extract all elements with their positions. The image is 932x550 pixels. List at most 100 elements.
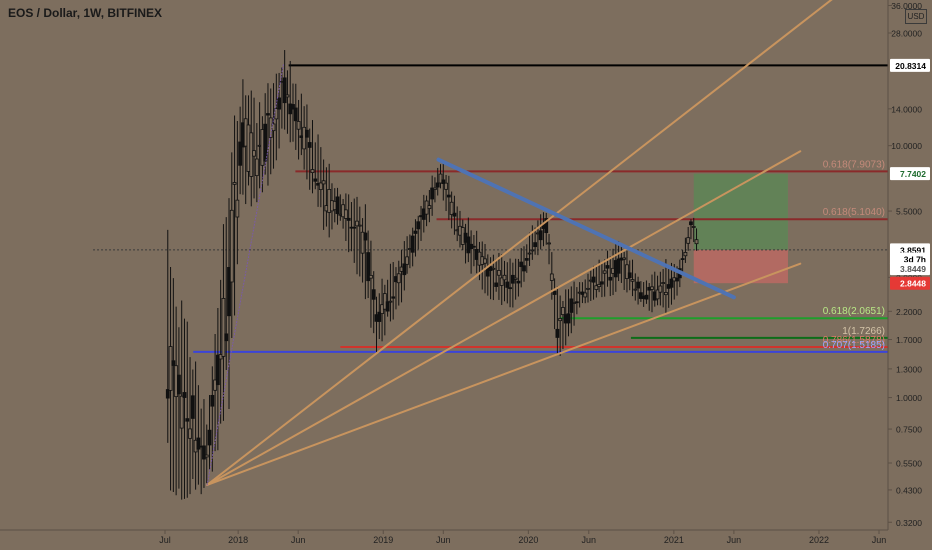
candle-body (227, 267, 231, 317)
price-badge-label: 20.8314 (895, 61, 926, 71)
candle-body (366, 252, 371, 282)
y-tick-label: 0.4300 (896, 485, 922, 495)
candle-body (516, 280, 521, 284)
x-axis: Jul 2018 Jun 2019 Jun 2020 Jun 2021 Jun 2022 Jun (0, 529, 888, 545)
x-tick-label: Jun (291, 535, 306, 545)
candle-body (555, 328, 560, 338)
candle-body (305, 129, 309, 138)
candle-body (505, 281, 510, 288)
candle-body (508, 287, 512, 290)
y-tick-label: 0.3200 (896, 518, 922, 528)
candle-body (446, 194, 451, 198)
y-tick-label: 10.0000 (891, 141, 922, 151)
candle-body (538, 230, 543, 241)
candle-body (519, 261, 524, 268)
candle-body (435, 182, 440, 188)
candle-body (444, 182, 448, 190)
price-badge-label: 3.8449 (900, 264, 926, 274)
candle-body (530, 249, 535, 252)
horizontal-levels (93, 64, 888, 353)
candle-body (410, 235, 415, 253)
fib-label: 1(1.7266) (842, 326, 885, 337)
candle-body (686, 237, 691, 244)
candle-body (238, 141, 243, 166)
candle-body (188, 428, 192, 439)
fib-label: 0.707(1.5185) (823, 340, 885, 351)
candle-body (630, 279, 635, 282)
candle-body (574, 301, 579, 304)
y-tick-label: 0.5500 (896, 459, 922, 469)
price-badge (890, 58, 930, 72)
candle-body (499, 277, 504, 286)
candle-body (694, 239, 699, 245)
candle-body (335, 196, 340, 215)
candle-body (357, 224, 362, 227)
candle-body (438, 173, 443, 184)
candle-body (655, 289, 660, 300)
candle-body (310, 169, 315, 173)
candle-body (527, 252, 532, 255)
position-zones (693, 173, 788, 284)
fib-labels: 0.618(7.9073) 0.618(5.1040) 0.618(2.0651) 1… (823, 159, 885, 351)
candle-body (494, 282, 499, 287)
candle-body (171, 360, 176, 366)
candle-body (441, 179, 446, 184)
candle-body (215, 354, 220, 386)
candle-body (566, 313, 571, 324)
target-zone (693, 173, 788, 250)
price-badge (890, 262, 930, 276)
stop-zone (693, 249, 788, 284)
candle-body (232, 182, 237, 185)
candle-body (605, 265, 610, 269)
candle-body (691, 226, 696, 228)
candle-body (254, 158, 259, 177)
candle-body (600, 281, 604, 285)
y-tick-label: 1.3000 (896, 364, 922, 374)
candle-body (622, 257, 627, 260)
price-badge (890, 167, 930, 181)
candle-body (371, 289, 376, 300)
candle-body (318, 182, 323, 190)
candle-body (221, 298, 226, 357)
candle-body (355, 220, 359, 227)
candle-body (402, 263, 407, 276)
candle-body (210, 394, 215, 407)
candle-body (179, 395, 184, 429)
candle-body (321, 180, 326, 185)
candle-body (360, 231, 365, 254)
y-tick-label: 2.2000 (896, 307, 922, 317)
candle-body (204, 454, 209, 458)
fib-label: 0.618(5.1040) (823, 207, 885, 218)
candle-body (427, 205, 432, 209)
candle-body (591, 276, 596, 283)
y-tick-label: 1.0000 (896, 393, 922, 403)
candle-body (263, 123, 268, 162)
trend-line (206, 150, 802, 486)
candle-body (266, 113, 270, 116)
candle-body (471, 245, 476, 248)
currency-button[interactable]: USD (905, 9, 927, 24)
candle-body (513, 277, 518, 280)
candle-body (650, 286, 654, 290)
price-badge (890, 276, 930, 290)
candle-body (285, 94, 290, 98)
candlesticks (165, 50, 699, 500)
candle-body (274, 108, 279, 120)
candle-body (235, 199, 240, 218)
x-tick-label: Jun (582, 535, 597, 545)
candle-body (302, 126, 307, 150)
candle-body (627, 272, 632, 279)
y-tick-label: 36.0000 (891, 1, 922, 11)
candle-body (363, 232, 368, 241)
fib-label: 0.618(2.0651) (823, 306, 885, 317)
fib-label: 0.786(1.5878) (823, 335, 885, 346)
x-tick-label: 2021 (664, 535, 684, 545)
fib-label: 0.618(7.9073) (823, 159, 885, 170)
candle-body (483, 258, 487, 264)
candle-body (658, 285, 663, 293)
candle-body (182, 392, 187, 398)
candle-body (343, 209, 348, 219)
candle-body (497, 270, 501, 276)
candle-body (185, 418, 190, 422)
